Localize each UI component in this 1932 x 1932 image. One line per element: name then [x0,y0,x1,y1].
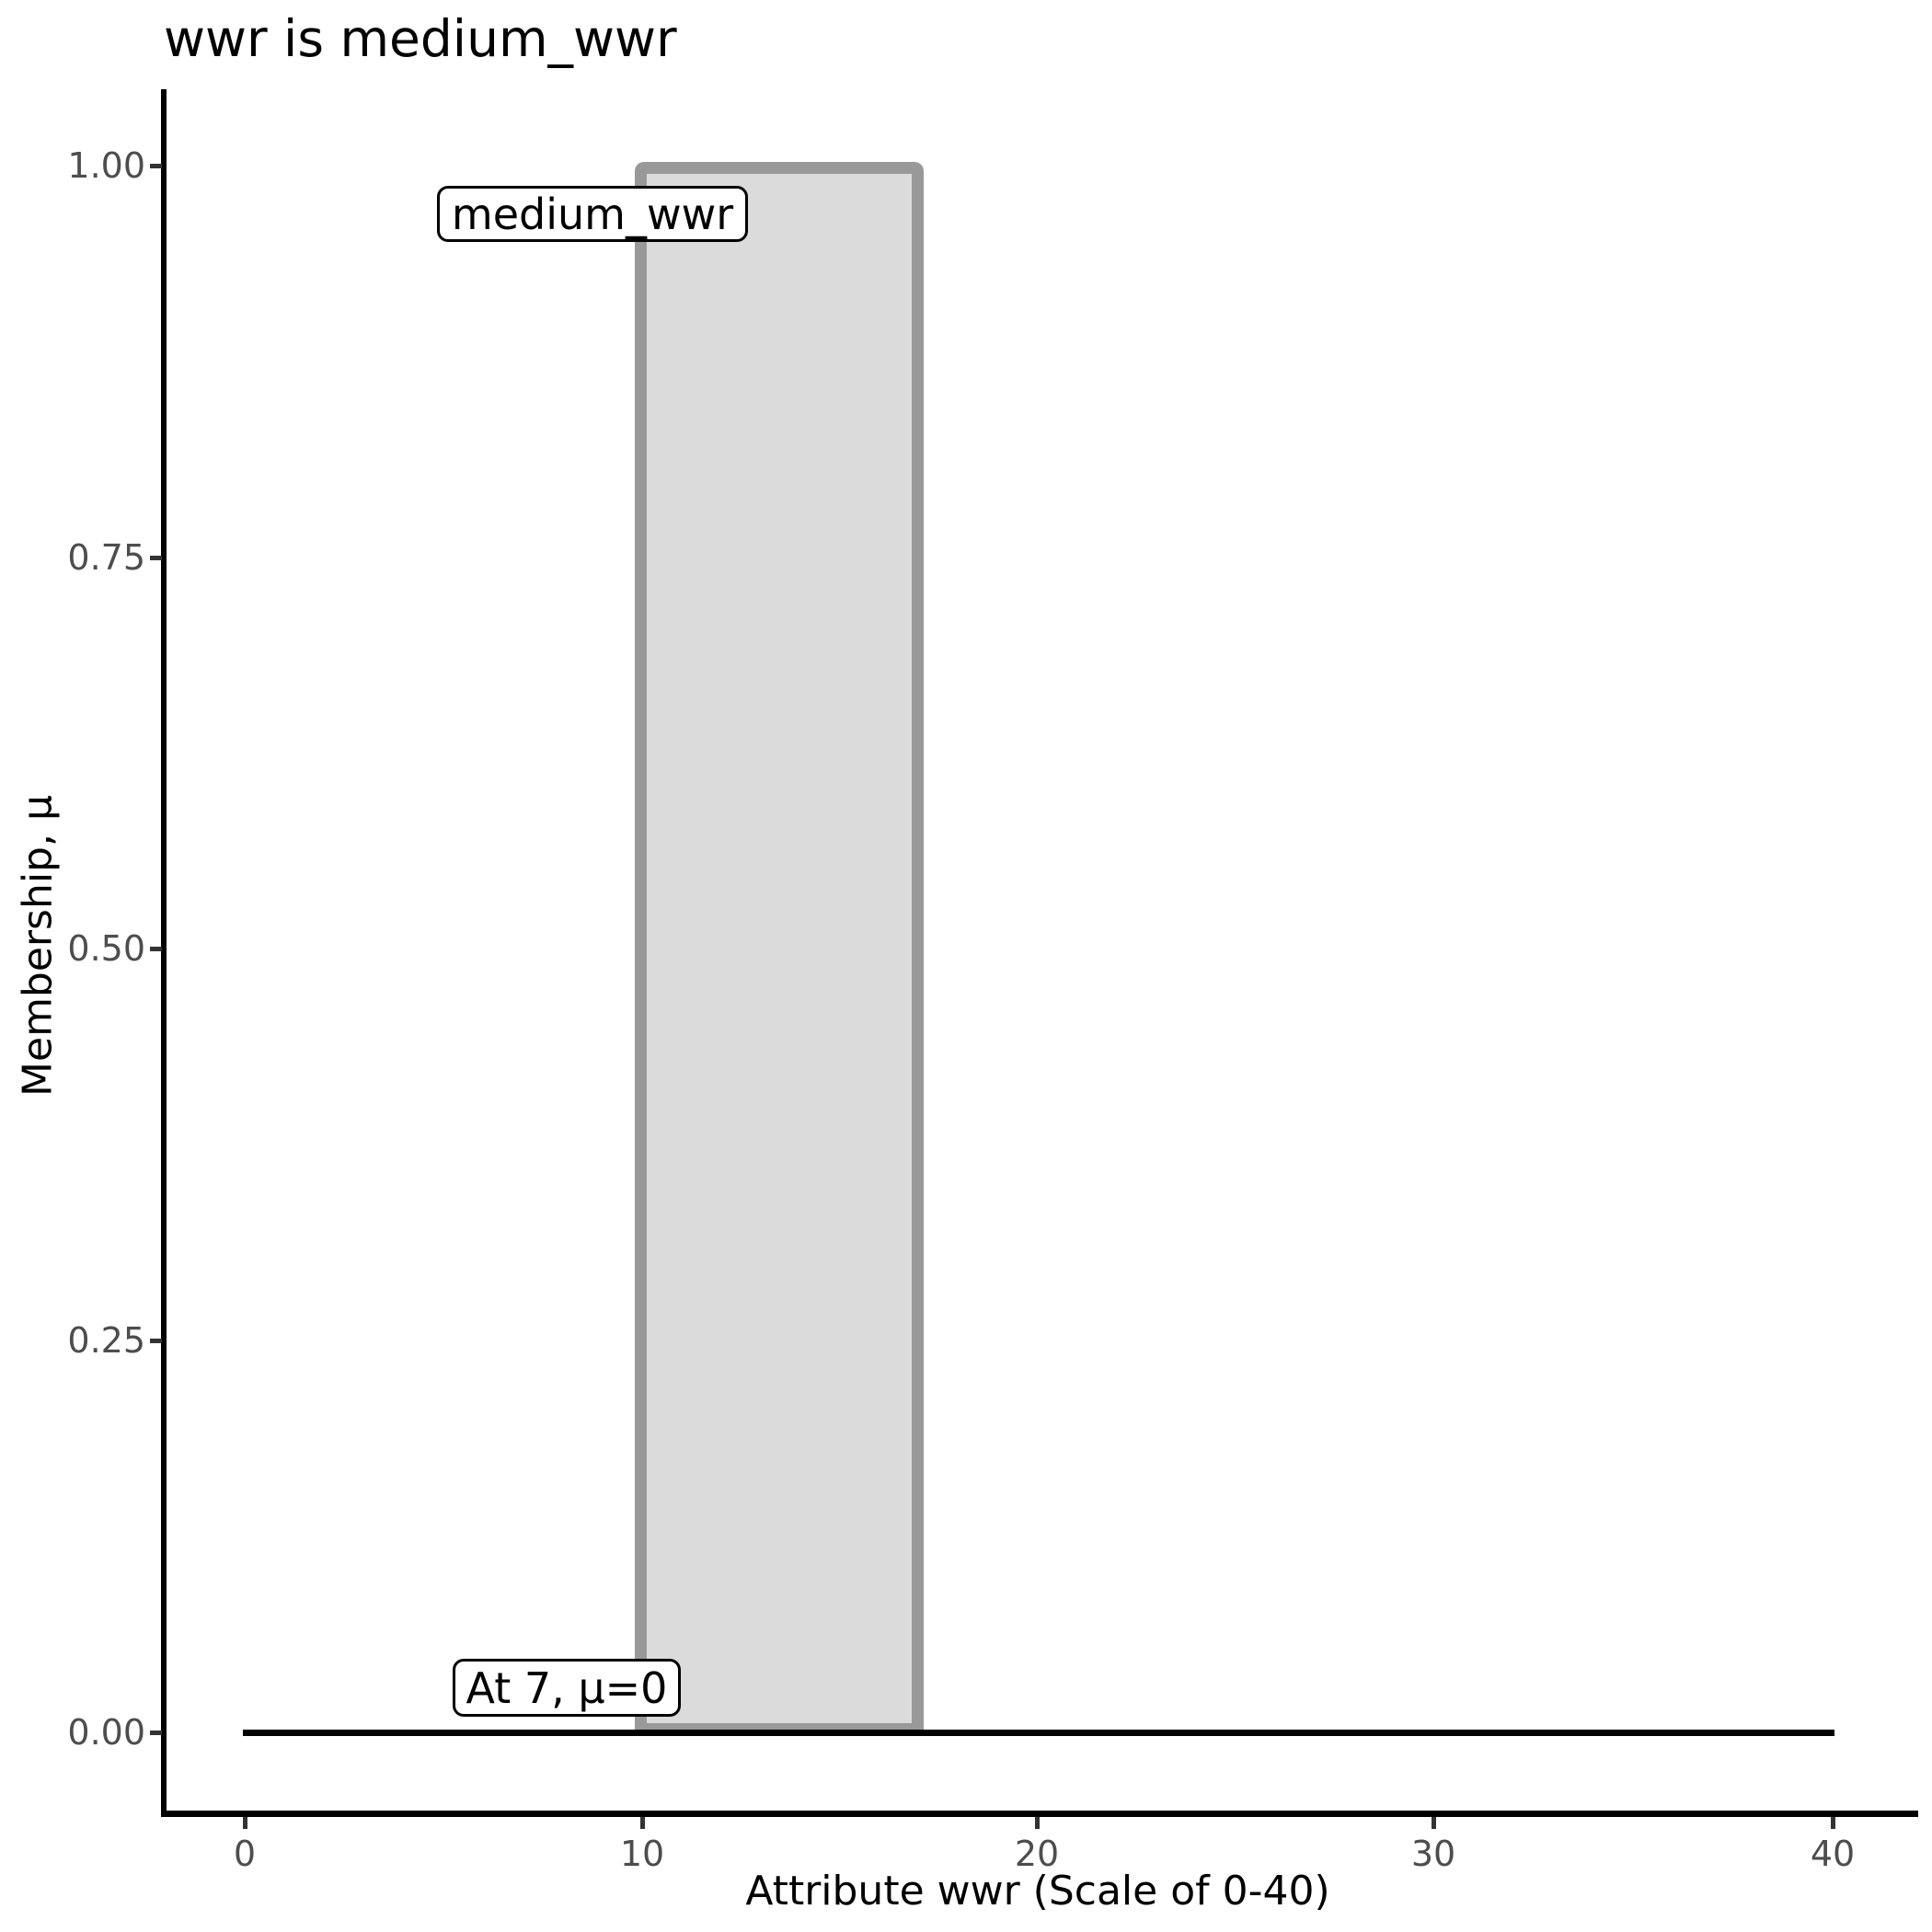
y-tick-label: 0.00 [67,1712,145,1753]
x-axis-title: Attribute wwr (Scale of 0-40) [745,1868,1330,1915]
x-tick-label: 0 [233,1834,257,1874]
y-axis-title: Membership, μ [14,795,62,1097]
y-tick-label: 1.00 [67,145,145,186]
y-tick-label: 0.75 [67,537,145,578]
x-tick [1432,1817,1436,1829]
y-tick-label: 0.50 [67,928,145,969]
x-tick [1831,1817,1835,1829]
x-tick-label: 40 [1810,1834,1856,1874]
y-axis-line [161,89,167,1817]
annotation-medium-wwr-label: medium_wwr [451,189,734,239]
annotation-medium-wwr: medium_wwr [437,186,748,242]
y-tick-label: 0.25 [67,1320,145,1361]
y-tick [150,1731,162,1735]
x-tick [640,1817,645,1829]
y-tick [150,556,162,560]
x-tick-label: 20 [1014,1834,1060,1874]
y-tick [150,947,162,951]
y-tick [150,1339,162,1343]
x-tick-label: 10 [619,1834,665,1874]
membership-function-rect [635,162,924,1735]
x-tick [1035,1817,1040,1829]
x-tick [243,1817,247,1829]
x-tick-label: 30 [1410,1834,1456,1874]
zero-membership-line [243,1730,1834,1736]
y-tick [150,164,162,168]
annotation-at-7-mu-0: At 7, μ=0 [453,1659,681,1717]
annotation-at-7-mu-0-label: At 7, μ=0 [466,1662,668,1713]
chart-title: wwr is medium_wwr [164,9,677,68]
x-axis-line [161,1811,1918,1817]
